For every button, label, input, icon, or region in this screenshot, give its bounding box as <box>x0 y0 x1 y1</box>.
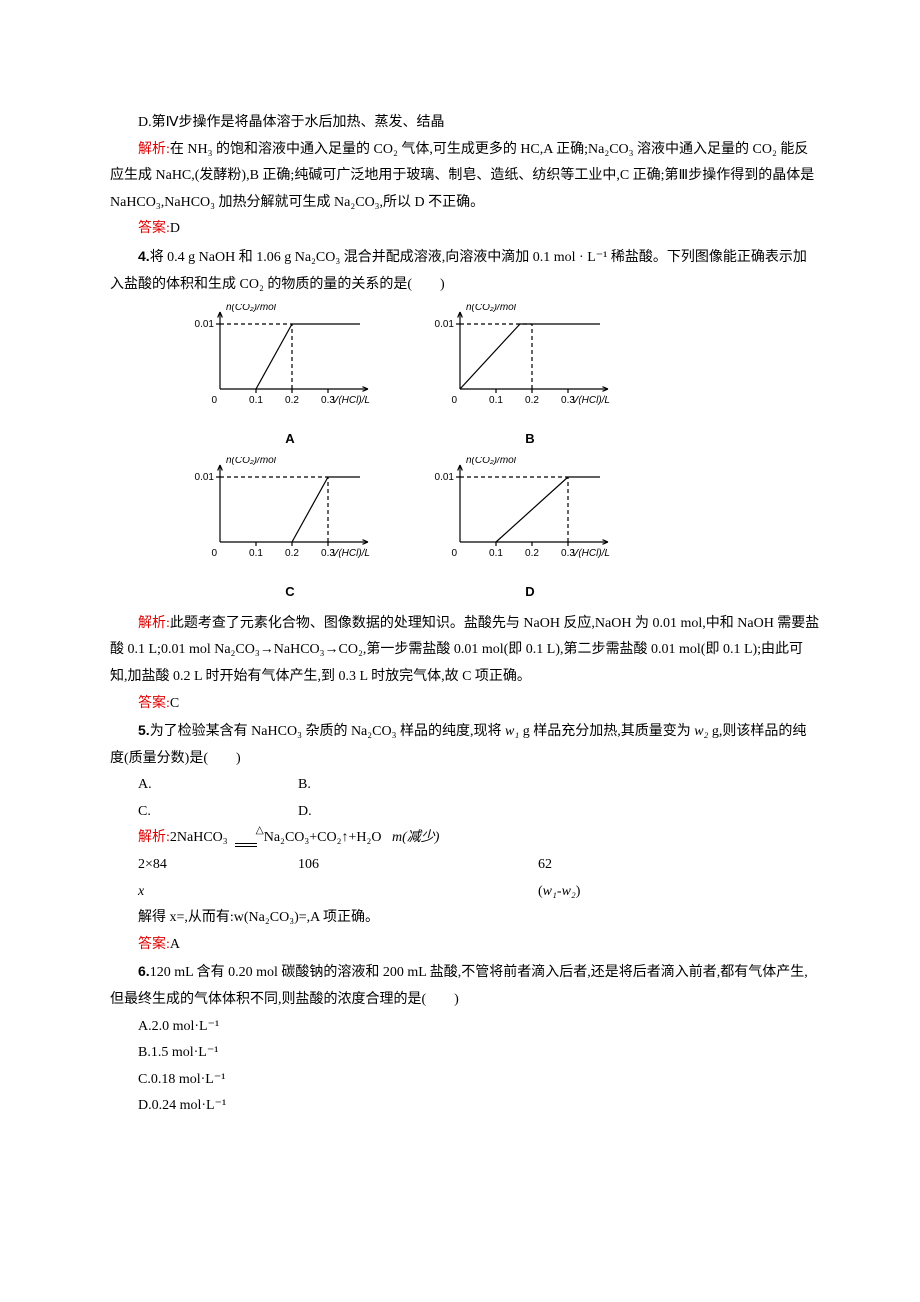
svg-text:0.1: 0.1 <box>249 395 263 406</box>
svg-text:0.1: 0.1 <box>489 395 503 406</box>
q5-option-b: B. <box>298 772 311 799</box>
q4-analysis-label: 解析: <box>138 616 170 631</box>
q5-solve: 解得 x=,从而有:w(Na₂CO₃)=,A 项正确。 <box>110 905 820 932</box>
q6-stem-text: 120 mL 含有 0.20 mol 碳酸钠的溶液和 200 mL 盐酸,不管将… <box>110 965 808 1007</box>
q5-calc-r3c3: (w₁-w₂) <box>538 879 580 906</box>
q6-option-b: B.1.5 mol·L⁻¹ <box>110 1040 820 1067</box>
q6-option-d: D.0.24 mol·L⁻¹ <box>110 1093 820 1120</box>
q5-calc-row3: x (w₁-w₂) <box>110 879 820 906</box>
chart-row-2: 0.010.10.20.30n(CO₂)/molV(HCl)/LC 0.010.… <box>110 457 820 604</box>
svg-text:0: 0 <box>211 395 217 406</box>
q4-stem: 4.将 0.4 g NaOH 和 1.06 g Na₂CO₃ 混合并配成溶液,向… <box>110 243 820 298</box>
q5-option-d: D. <box>298 799 312 826</box>
q5-calc-r3c2 <box>298 879 538 906</box>
q5-analysis-eq: 解析:2NaHCO₃ △Na₂CO₃+CO₂↑+H₂O m(减少) <box>110 825 820 852</box>
chart-b: 0.010.10.20.30n(CO₂)/molV(HCl)/LB <box>430 304 630 451</box>
q5-eq-lhs: 2NaHCO₃ <box>170 830 228 845</box>
q3-option-d: D.第Ⅳ步操作是将晶体溶于水后加热、蒸发、结晶 <box>110 110 820 137</box>
svg-text:V(HCl)/L: V(HCl)/L <box>572 395 610 406</box>
q5-calc-r2c1: 2×84 <box>138 852 298 879</box>
chart-c: 0.010.10.20.30n(CO₂)/molV(HCl)/LC <box>190 457 390 604</box>
q5-r3-w1: w₁ <box>543 884 557 899</box>
double-line-icon <box>235 843 257 847</box>
svg-text:n(CO₂)/mol: n(CO₂)/mol <box>466 457 517 466</box>
q5-answer-label: 答案: <box>138 937 170 952</box>
q5-stem-2: g 样品充分加热,其质量变为 <box>519 724 694 739</box>
q4-analysis: 解析:此题考查了元素化合物、图像数据的处理知识。盐酸先与 NaOH 反应,NaO… <box>110 611 820 691</box>
q5-answer-text: A <box>170 937 180 952</box>
svg-text:0.2: 0.2 <box>285 548 299 559</box>
q5-eq-rhs: Na₂CO₃+CO₂↑+H₂O <box>264 830 382 845</box>
q5-analysis-label: 解析: <box>138 830 170 845</box>
q5-stem: 5.为了检验某含有 NaHCO₃ 杂质的 Na₂CO₃ 样品的纯度,现将 w₁ … <box>110 717 820 772</box>
svg-text:n(CO₂)/mol: n(CO₂)/mol <box>226 304 277 313</box>
q6-stem: 6.120 mL 含有 0.20 mol 碳酸钠的溶液和 200 mL 盐酸,不… <box>110 958 820 1013</box>
q5-option-a: A. <box>138 772 298 799</box>
q3-answer-label: 答案: <box>138 221 170 236</box>
svg-text:0.1: 0.1 <box>249 548 263 559</box>
q5-stem-1: 为了检验某含有 NaHCO₃ 杂质的 Na₂CO₃ 样品的纯度,现将 <box>150 724 505 739</box>
q5-r3-w2: w₂ <box>562 884 576 899</box>
chart-svg: 0.010.10.20.30n(CO₂)/molV(HCl)/L <box>430 304 630 414</box>
q4-answer: 答案:C <box>110 691 820 718</box>
svg-text:0.2: 0.2 <box>285 395 299 406</box>
q5-calc-r2c3: 62 <box>538 852 552 879</box>
q4-answer-text: C <box>170 696 179 711</box>
chart-label: A <box>190 427 390 452</box>
q5-answer: 答案:A <box>110 932 820 959</box>
q4-answer-label: 答案: <box>138 696 170 711</box>
q4-number: 4. <box>138 248 150 264</box>
svg-text:0: 0 <box>451 395 457 406</box>
svg-text:0.1: 0.1 <box>489 548 503 559</box>
svg-text:n(CO₂)/mol: n(CO₂)/mol <box>466 304 517 313</box>
svg-text:0.01: 0.01 <box>435 319 455 330</box>
chart-d: 0.010.10.20.30n(CO₂)/molV(HCl)/LD <box>430 457 630 604</box>
q3-answer-text: D <box>170 221 180 236</box>
svg-text:0: 0 <box>451 548 457 559</box>
q4-stem-text: 将 0.4 g NaOH 和 1.06 g Na₂CO₃ 混合并配成溶液,向溶液… <box>110 250 807 292</box>
q6-option-c: C.0.18 mol·L⁻¹ <box>110 1067 820 1094</box>
q6-number: 6. <box>138 963 150 979</box>
q4-analysis-text: 此题考查了元素化合物、图像数据的处理知识。盐酸先与 NaOH 反应,NaOH 为… <box>110 616 819 684</box>
q5-eq-mloss: m(减少) <box>392 830 439 845</box>
svg-text:0.01: 0.01 <box>195 319 215 330</box>
q3-analysis-label: 解析: <box>138 142 170 157</box>
q5-r3-close: ) <box>576 884 581 899</box>
q5-options-row1: A. B. <box>110 772 820 799</box>
q5-options-row2: C. D. <box>110 799 820 826</box>
q5-w1: w₁ <box>505 724 519 739</box>
svg-text:0.2: 0.2 <box>525 548 539 559</box>
chart-svg: 0.010.10.20.30n(CO₂)/molV(HCl)/L <box>190 304 390 414</box>
q5-calc-r2c2: 106 <box>298 852 538 879</box>
svg-text:V(HCl)/L: V(HCl)/L <box>572 548 610 559</box>
chart-label: B <box>430 427 630 452</box>
q5-calc-r3c1: x <box>138 884 144 899</box>
chart-svg: 0.010.10.20.30n(CO₂)/molV(HCl)/L <box>190 457 390 567</box>
svg-text:n(CO₂)/mol: n(CO₂)/mol <box>226 457 277 466</box>
q5-eq-cond: △ <box>256 825 264 836</box>
chart-label: C <box>190 580 390 605</box>
q6-option-a: A.2.0 mol·L⁻¹ <box>110 1014 820 1041</box>
chart-label: D <box>430 580 630 605</box>
chart-row-1: 0.010.10.20.30n(CO₂)/molV(HCl)/LA 0.010.… <box>110 304 820 451</box>
q5-eq-arrow: △ <box>228 827 264 849</box>
svg-text:V(HCl)/L: V(HCl)/L <box>332 395 370 406</box>
q3-answer: 答案:D <box>110 216 820 243</box>
svg-text:V(HCl)/L: V(HCl)/L <box>332 548 370 559</box>
q5-option-c: C. <box>138 799 298 826</box>
svg-text:0.2: 0.2 <box>525 395 539 406</box>
q3-analysis: 解析:在 NH₃ 的饱和溶液中通入足量的 CO₂ 气体,可生成更多的 HC,A … <box>110 137 820 217</box>
q3-analysis-text: 在 NH₃ 的饱和溶液中通入足量的 CO₂ 气体,可生成更多的 HC,A 正确;… <box>110 142 814 210</box>
q5-w2: w₂ <box>694 724 708 739</box>
chart-svg: 0.010.10.20.30n(CO₂)/molV(HCl)/L <box>430 457 630 567</box>
q5-number: 5. <box>138 722 150 738</box>
svg-text:0: 0 <box>211 548 217 559</box>
q5-calc-row2: 2×84 106 62 <box>110 852 820 879</box>
svg-text:0.01: 0.01 <box>435 472 455 483</box>
chart-a: 0.010.10.20.30n(CO₂)/molV(HCl)/LA <box>190 304 390 451</box>
svg-text:0.01: 0.01 <box>195 472 215 483</box>
